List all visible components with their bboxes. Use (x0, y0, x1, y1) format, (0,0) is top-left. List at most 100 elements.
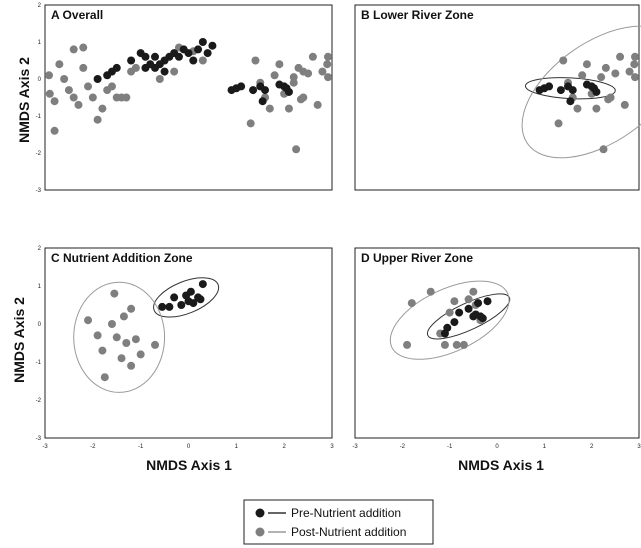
x-tick-label-d-6: 3 (637, 444, 641, 450)
point-post-a-43 (308, 52, 317, 61)
point-post-c-8 (122, 339, 131, 347)
point-pre-a-22 (151, 63, 160, 72)
point-pre-d-9 (483, 297, 492, 306)
point-pre-a-19 (208, 41, 217, 50)
point-post-b-4 (573, 104, 582, 113)
point-post-a-7 (69, 45, 78, 54)
x-tick-label-d-5: 2 (590, 444, 594, 450)
point-post-b-10 (599, 145, 608, 154)
ellipse-post-c (73, 281, 166, 393)
point-post-c-7 (117, 354, 126, 363)
y-tick-label-a-0: 2 (38, 3, 42, 9)
panel-c: C Nutrient Addition Zone 2 1 0 -1 -2 -3-3 -2 -1 0… (36, 246, 335, 450)
y-tick-label-a-2: 0 (38, 77, 42, 83)
point-post-a-49 (289, 78, 298, 87)
point-post-d-2 (426, 287, 435, 296)
x-tick-label-c-0: -3 (42, 444, 48, 450)
point-post-a-29 (251, 56, 260, 65)
point-pre-b-10 (590, 84, 599, 93)
legend-label-post: Post-Nutrient addition (291, 525, 406, 539)
point-post-b-6 (582, 60, 591, 69)
point-pre-a-18 (198, 38, 207, 46)
panel-frame-d (354, 247, 640, 439)
point-post-a-44 (313, 100, 322, 109)
point-post-b-16 (620, 100, 629, 109)
point-pre-b-2 (545, 82, 554, 91)
point-pre-d-3 (455, 308, 464, 317)
x-tick-label-d-2: -1 (447, 444, 453, 450)
panel-title-c: C Nutrient Addition Zone (51, 251, 193, 265)
panels: A Overall 2 1 0 -1 -2 -3 B Lower River Zone C Nu… (36, 3, 641, 450)
y-tick-label-c-3: -1 (36, 360, 42, 366)
ellipse-pre-d (426, 293, 511, 340)
point-post-a-33 (270, 71, 279, 80)
panel-title-d: D Upper River Zone (361, 251, 473, 265)
point-pre-b-6 (568, 86, 577, 95)
ellipse-post-d (389, 280, 510, 360)
point-post-c-5 (110, 289, 119, 298)
ellipse-post-b (521, 25, 641, 159)
point-pre-a-16 (189, 56, 198, 65)
point-post-c-11 (136, 350, 145, 359)
point-post-c-0 (84, 316, 93, 325)
point-post-a-22 (50, 126, 59, 135)
point-pre-a-27 (249, 86, 258, 95)
point-pre-a-0 (93, 75, 102, 83)
point-pre-a-26 (237, 82, 246, 91)
point-post-b-20 (631, 52, 639, 61)
panel-frame-b (354, 4, 640, 191)
x-tick-label-c-2: -1 (138, 444, 144, 450)
point-pre-c-0 (158, 302, 167, 311)
x-tick-label-d-4: 1 (543, 444, 547, 450)
point-post-a-25 (198, 56, 207, 65)
point-post-a-26 (155, 75, 164, 83)
point-pre-d-10 (474, 299, 483, 308)
point-post-d-10 (469, 287, 478, 296)
point-post-a-16 (107, 82, 116, 91)
point-pre-c-7 (198, 280, 207, 289)
point-pre-a-15 (184, 49, 193, 58)
legend-marker-post (255, 527, 265, 537)
point-pre-a-17 (194, 45, 203, 54)
point-post-c-10 (131, 335, 140, 344)
point-post-a-45 (318, 67, 327, 76)
point-post-a-21 (131, 63, 140, 72)
point-post-a-48 (324, 52, 332, 61)
point-post-d-8 (459, 340, 468, 349)
point-post-b-5 (578, 71, 587, 80)
y-axis-title-bottom: NMDS Axis 2 (11, 297, 27, 383)
point-post-c-13 (127, 304, 136, 313)
point-post-d-0 (403, 340, 412, 349)
point-pre-c-9 (186, 287, 195, 296)
point-pre-c-10 (165, 302, 174, 311)
point-post-c-12 (151, 340, 160, 349)
y-tick-label-a-4: -2 (36, 151, 42, 157)
point-post-a-8 (74, 100, 83, 109)
panel-a: A Overall 2 1 0 -1 -2 -3 (36, 3, 333, 194)
point-post-a-32 (265, 104, 274, 113)
point-post-b-9 (597, 73, 606, 82)
y-tick-label-a-1: 1 (38, 40, 42, 46)
point-pre-a-34 (282, 84, 291, 93)
y-axis-title-top: NMDS Axis 2 (16, 57, 32, 143)
point-post-a-27 (170, 67, 179, 76)
point-pre-a-8 (151, 52, 160, 61)
legend-label-pre: Pre-Nutrient addition (291, 506, 401, 520)
x-axis-title-left: NMDS Axis 1 (146, 457, 232, 473)
y-tick-label-c-2: 0 (38, 322, 42, 328)
panel-frame-c (44, 247, 333, 439)
point-post-c-6 (112, 333, 121, 342)
panel-d: D Upper River Zone -3 -2 -1 0 1 2 3 (352, 247, 641, 450)
point-post-a-12 (88, 93, 97, 102)
point-pre-d-4 (464, 304, 473, 313)
point-post-b-15 (616, 52, 625, 61)
point-pre-c-8 (196, 295, 205, 304)
point-post-d-7 (452, 340, 461, 349)
point-pre-a-23 (160, 67, 169, 76)
point-post-a-0 (45, 71, 53, 80)
point-post-a-1 (45, 89, 54, 98)
x-tick-label-c-3: 0 (187, 444, 191, 450)
point-post-b-8 (592, 104, 601, 113)
point-post-a-11 (84, 82, 93, 91)
